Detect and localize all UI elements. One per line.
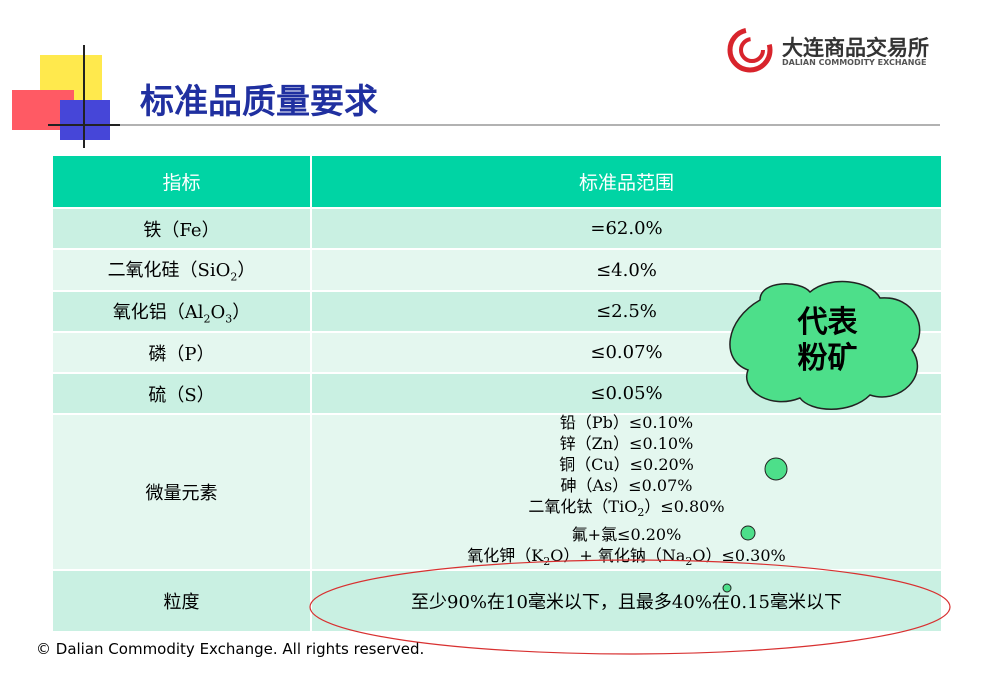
- text-run: ）≤0.80%: [644, 497, 725, 517]
- table-cell: 至少90%在10毫米以下，且最多40%在0.15毫米以下: [311, 570, 942, 632]
- cell-line: 二氧化硅（SiO2）: [108, 256, 256, 284]
- subscript: 3: [225, 312, 233, 326]
- text-run: 铁（Fe）: [143, 219, 220, 241]
- text-run: ）: [232, 301, 251, 323]
- subscript: 2: [203, 312, 211, 326]
- text-run: 铅（Pb）≤0.10%: [559, 413, 694, 433]
- text-run: ≤2.5%: [596, 301, 657, 322]
- slide-title: 标准品质量要求: [140, 82, 378, 122]
- text-run: 氧化钾（K: [467, 545, 544, 565]
- callout-line: 代表: [797, 305, 858, 340]
- cell-line: 磷（P）: [148, 340, 214, 366]
- cell-line: 氟+氯≤0.20%: [572, 524, 682, 545]
- text-run: 粒度: [163, 592, 200, 613]
- text-run: =62.0%: [590, 218, 663, 239]
- table-cell: 微量元素: [52, 414, 311, 570]
- text-run: 铜（Cu）≤0.20%: [559, 455, 694, 475]
- text-run: 磷（P）: [148, 343, 215, 365]
- table-cell: 磷（P）: [52, 332, 311, 373]
- text-run: 砷（As）≤0.07%: [560, 476, 693, 496]
- cell-line: 铅（Pb）≤0.10%: [560, 412, 693, 433]
- text-run: 微量元素: [145, 483, 218, 504]
- text-run: 二氧化硅（SiO: [107, 260, 231, 282]
- table-cell: =62.0%: [311, 208, 942, 249]
- subscript: 2: [637, 506, 645, 520]
- cell-line: ≤2.5%: [596, 301, 657, 322]
- cell-line: 铜（Cu）≤0.20%: [559, 454, 694, 475]
- text-run: 氟+氯≤0.20%: [571, 524, 682, 544]
- table-cell: 铁（Fe）: [52, 208, 311, 249]
- subscript: 2: [230, 270, 238, 284]
- header-cell: 标准品范围: [311, 155, 942, 208]
- cell-line: ≤0.07%: [590, 342, 662, 363]
- text-run: ≤0.07%: [590, 342, 663, 363]
- cell-line: 砷（As）≤0.07%: [560, 475, 692, 496]
- cell-line: =62.0%: [590, 218, 662, 239]
- callout: 代表 粉矿: [780, 305, 875, 377]
- cell-line: 锌（Zn）≤0.10%: [560, 433, 694, 454]
- table-cell: ≤4.0%: [311, 249, 942, 291]
- text-run: 硫（S）: [148, 384, 215, 406]
- footer: © Dalian Commodity Exchange. All rights …: [36, 640, 425, 658]
- cell-line: 氧化铝（Al2O3）: [113, 298, 251, 326]
- cell-line: ≤0.05%: [590, 383, 662, 404]
- cell-line: 粒度: [164, 588, 200, 614]
- cell-line: 硫（S）: [148, 381, 214, 407]
- header-cell: 指标: [52, 155, 311, 208]
- cell-line: 微量元素: [146, 479, 218, 505]
- text-run: O）≤0.30%: [692, 545, 786, 565]
- table-cell: 二氧化硅（SiO2）: [52, 249, 311, 291]
- text-run: ≤0.05%: [590, 383, 663, 404]
- logo-name: 大连商品交易所: [782, 36, 929, 60]
- table-cell: 硫（S）: [52, 373, 311, 414]
- text-run: ）: [237, 260, 256, 282]
- text-run: O: [210, 301, 226, 323]
- table-cell: 粒度: [52, 570, 311, 632]
- cell-line: ≤4.0%: [596, 260, 657, 281]
- text-run: ≤4.0%: [596, 259, 657, 281]
- table-cell: 氧化铝（Al2O3）: [52, 291, 311, 332]
- table-cell: 铅（Pb）≤0.10% 锌（Zn）≤0.10% 铜（Cu）≤0.20% 砷（As）≤0…: [311, 412, 942, 570]
- callout-line: 粉矿: [797, 341, 858, 376]
- text-run: 氧化铝（Al: [112, 301, 204, 323]
- logo-subtitle: DALIAN COMMODITY EXCHANGE: [782, 58, 927, 67]
- text-run: 至少90%在10毫米以下，且最多40%在0.15毫米以下: [411, 592, 842, 613]
- text-run: 锌（Zn）≤0.10%: [559, 434, 694, 454]
- text-run: 二氧化钛（TiO: [528, 497, 638, 517]
- cell-line: 至少90%在10毫米以下，且最多40%在0.15毫米以下: [411, 588, 842, 614]
- cell-line: 铁（Fe）: [143, 216, 219, 242]
- cell-line: 二氧化钛（TiO2）≤0.80%: [528, 496, 724, 523]
